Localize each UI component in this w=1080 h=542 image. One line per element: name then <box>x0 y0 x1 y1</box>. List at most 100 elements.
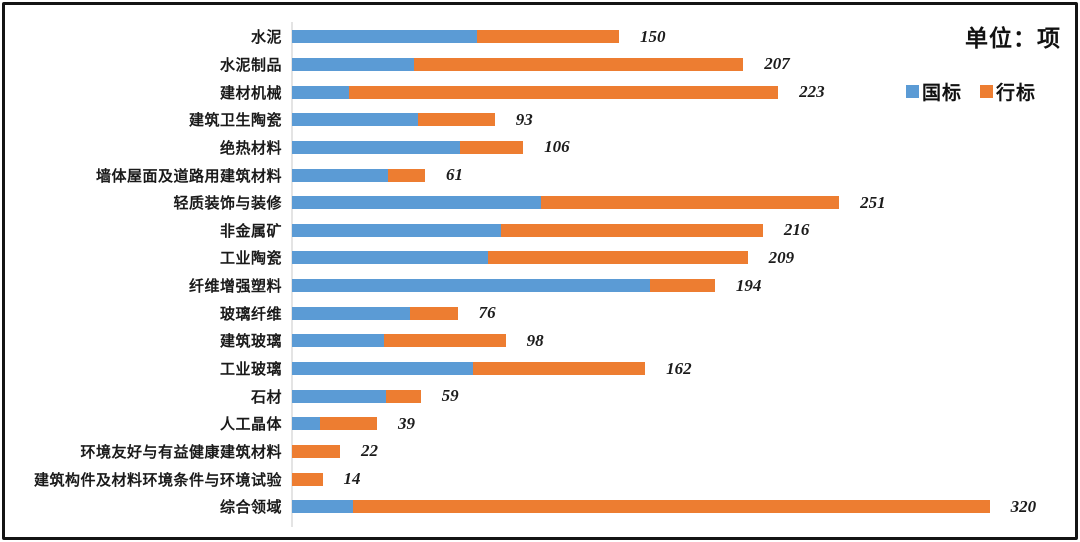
hangbiao-bar-segment <box>477 30 619 44</box>
guobiao-bar-segment <box>292 168 388 182</box>
bar-track <box>292 362 646 375</box>
bar-track <box>292 168 425 182</box>
hangbiao-bar-segment <box>320 417 377 431</box>
total-value-label: 98 <box>526 330 544 350</box>
guobiao-bar-segment <box>292 140 460 154</box>
bar-row: 玻璃纤维 76 <box>12 299 1057 327</box>
guobiao-bar-segment <box>292 30 478 44</box>
category-label: 玻璃纤维 <box>219 305 282 323</box>
hangbiao-bar-segment <box>292 472 323 486</box>
total-value-label: 14 <box>343 469 361 489</box>
bar-row: 工业玻璃 162 <box>12 355 1057 383</box>
hangbiao-bar-segment <box>348 85 779 99</box>
bar-row: 水泥 150 <box>12 23 1057 51</box>
total-value-label: 207 <box>764 54 790 74</box>
total-value-label: 251 <box>860 192 886 212</box>
total-value-label: 39 <box>398 413 415 433</box>
category-label: 建筑构件及材料环境条件与环境试验 <box>33 471 282 489</box>
hangbiao-bar-segment <box>387 168 425 182</box>
total-value-label: 61 <box>445 165 463 185</box>
legend-label-hangbiao: 行标 <box>995 83 1036 104</box>
bar-track <box>292 417 377 431</box>
category-label: 建筑卫生陶瓷 <box>188 112 282 130</box>
guobiao-bar-segment <box>292 279 650 293</box>
bar-row: 绝热材料 106 <box>12 134 1057 162</box>
bar-row: 建筑卫生陶瓷 93 <box>12 106 1057 134</box>
guobiao-bar-segment <box>292 334 384 348</box>
bar-row: 水泥制品 207 <box>12 51 1057 79</box>
bar-row: 轻质装饰与装修 251 <box>12 189 1057 217</box>
guobiao-bar-segment <box>292 389 386 403</box>
category-label: 纤维增强塑料 <box>188 278 282 296</box>
bar-track <box>292 444 340 458</box>
category-label: 建材机械 <box>219 84 282 102</box>
total-value-label: 59 <box>441 386 459 406</box>
category-label: 石材 <box>250 388 282 406</box>
legend: 国标 行标 <box>905 78 1036 105</box>
guobiao-bar-segment <box>292 306 410 320</box>
hangbiao-bar-segment <box>472 362 646 375</box>
total-value-label: 194 <box>735 275 762 295</box>
bar-track <box>292 389 421 403</box>
bar-row: 纤维增强塑料 194 <box>12 272 1057 300</box>
total-value-label: 93 <box>515 109 533 129</box>
guobiao-bar-segment <box>292 362 473 375</box>
total-value-label: 76 <box>478 303 496 323</box>
total-value-label: 223 <box>799 82 825 102</box>
category-label: 人工晶体 <box>219 416 282 434</box>
bar-track <box>292 140 524 154</box>
hangbiao-bar-segment <box>292 444 340 458</box>
bar-track <box>292 57 744 71</box>
total-value-label: 150 <box>639 26 666 46</box>
total-value-label: 209 <box>768 247 795 267</box>
category-label: 综合领域 <box>219 499 282 517</box>
bar-row: 建筑构件及材料环境条件与环境试验 14 <box>12 465 1057 493</box>
hangbiao-bar-segment <box>414 57 744 71</box>
category-label: 轻质装饰与装修 <box>173 195 282 213</box>
total-value-label: 106 <box>544 137 570 157</box>
category-label: 建筑玻璃 <box>219 333 282 351</box>
bar-track <box>292 334 506 348</box>
bar-row: 非金属矿 216 <box>12 216 1057 244</box>
legend-label-guobiao: 国标 <box>921 83 962 104</box>
bar-rows-container: 水泥 150 水泥制品 207 建材机械 223 建筑卫生陶瓷 93 绝热材料 106 墙体屋面及道… <box>12 23 1057 521</box>
bar-row: 建材机械 223 <box>12 78 1057 106</box>
hangbiao-bar-segment <box>385 389 421 403</box>
guobiao-bar-segment <box>292 251 489 265</box>
bar-track <box>292 113 495 127</box>
total-value-label: 162 <box>666 358 692 378</box>
guobiao-bar-segment <box>292 417 321 431</box>
hangbiao-bar-segment <box>649 279 715 293</box>
bar-track <box>292 279 715 293</box>
bar-track <box>292 223 763 237</box>
guobiao-bar-segment <box>292 196 541 210</box>
bar-track <box>292 196 840 210</box>
hangbiao-swatch-icon <box>979 85 993 98</box>
category-label: 绝热材料 <box>219 139 282 157</box>
bar-track <box>292 472 323 486</box>
guobiao-bar-segment <box>292 85 349 99</box>
bar-row: 墙体屋面及道路用建筑材料 61 <box>12 161 1057 189</box>
category-label: 工业陶瓷 <box>219 250 282 268</box>
bar-row: 建筑玻璃 98 <box>12 327 1057 355</box>
bar-row: 工业陶瓷 209 <box>12 244 1057 272</box>
category-label: 非金属矿 <box>219 222 282 240</box>
guobiao-bar-segment <box>292 57 415 71</box>
hangbiao-bar-segment <box>488 251 748 265</box>
guobiao-bar-segment <box>292 223 502 237</box>
bar-track <box>292 306 458 320</box>
bar-track <box>292 30 619 44</box>
hangbiao-bar-segment <box>409 306 458 320</box>
bar-row: 环境友好与有益健康建筑材料 22 <box>12 438 1057 466</box>
legend-item-hangbiao: 行标 <box>979 78 1036 105</box>
legend-item-guobiao: 国标 <box>905 78 962 105</box>
category-axis-line <box>291 22 293 527</box>
hangbiao-bar-segment <box>418 113 495 127</box>
guobiao-swatch-icon <box>905 85 919 98</box>
total-value-label: 216 <box>783 220 810 240</box>
bar-row: 人工晶体 39 <box>12 410 1057 438</box>
category-label: 工业玻璃 <box>219 361 282 378</box>
bar-row: 综合领域 320 <box>12 493 1057 521</box>
hangbiao-bar-segment <box>459 140 524 154</box>
